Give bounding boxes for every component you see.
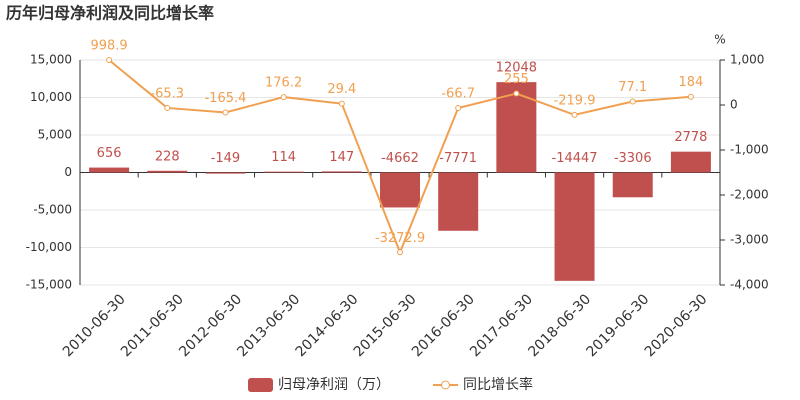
line-value-label: -65.3 xyxy=(150,86,184,101)
line-value-label: -66.7 xyxy=(441,87,475,102)
bar-value-label: -149 xyxy=(211,151,241,166)
bar-value-label: -3306 xyxy=(614,151,652,166)
line-value-label: -219.9 xyxy=(554,93,596,108)
bar xyxy=(612,172,653,198)
y-tick-label: 10,000 xyxy=(30,90,72,104)
legend-swatch xyxy=(248,378,273,392)
line-point xyxy=(513,90,520,97)
y-tick-label: 15,000 xyxy=(30,53,72,67)
bar xyxy=(89,167,130,173)
y2-tick-label: -2,000 xyxy=(730,188,769,202)
line-point xyxy=(222,109,229,116)
chart-title: 历年归母净利润及同比增长率 xyxy=(6,4,214,23)
legend-swatch xyxy=(441,380,450,390)
line-point xyxy=(164,104,171,111)
line-value-label: 176.2 xyxy=(265,76,302,91)
line-value-label: 77.1 xyxy=(618,80,647,95)
line-point xyxy=(629,98,636,105)
line-value-label: 29.4 xyxy=(327,82,356,97)
bar xyxy=(380,172,420,208)
y2-tick-label: 1,000 xyxy=(730,53,764,67)
line-point xyxy=(687,93,694,100)
x-tick-label: 2020-06-30 xyxy=(642,291,711,360)
bar xyxy=(438,172,479,231)
bar-value-label: -7771 xyxy=(439,151,477,166)
y-tick-label: -5,000 xyxy=(33,203,72,217)
line-point xyxy=(106,57,113,64)
line-value-label: 998.9 xyxy=(90,39,127,54)
legend-label: 归母净利润（万） xyxy=(278,376,390,393)
bar-value-label: 147 xyxy=(329,150,354,165)
bar-value-label: -14447 xyxy=(552,151,598,166)
line-point xyxy=(397,249,403,256)
y-tick-label: 0 xyxy=(64,165,72,179)
line-point xyxy=(455,105,462,112)
bar-value-label: 656 xyxy=(97,146,122,161)
line-value-label: 184 xyxy=(678,75,703,90)
bar xyxy=(205,172,246,174)
bar-value-label: 12048 xyxy=(496,61,537,76)
line-point xyxy=(338,100,345,107)
y-tick-label: -15,000 xyxy=(26,278,72,292)
line-point xyxy=(280,94,287,101)
line-point xyxy=(571,111,578,118)
y2-unit: % xyxy=(714,33,725,47)
line-value-label: -165.4 xyxy=(204,91,246,106)
bar xyxy=(670,151,711,173)
y2-tick-label: -4,000 xyxy=(730,278,769,292)
y-tick-label: -10,000 xyxy=(26,240,72,254)
bar xyxy=(147,170,188,173)
line-value-label: 255 xyxy=(504,72,529,87)
y2-tick-label: 0 xyxy=(730,98,738,112)
line-value-label: -3272.9 xyxy=(375,231,425,246)
y2-tick-label: -1,000 xyxy=(730,143,769,157)
bar-value-label: 2778 xyxy=(674,130,707,145)
bar-value-label: -4662 xyxy=(381,151,419,166)
legend-label: 同比增长率 xyxy=(463,376,533,393)
bar xyxy=(321,171,362,173)
bar-value-label: 228 xyxy=(155,149,180,164)
bar xyxy=(263,171,304,173)
y-tick-label: 5,000 xyxy=(38,128,72,142)
bar xyxy=(554,172,595,281)
y2-tick-label: -3,000 xyxy=(730,233,769,247)
bar-value-label: 114 xyxy=(271,150,296,165)
